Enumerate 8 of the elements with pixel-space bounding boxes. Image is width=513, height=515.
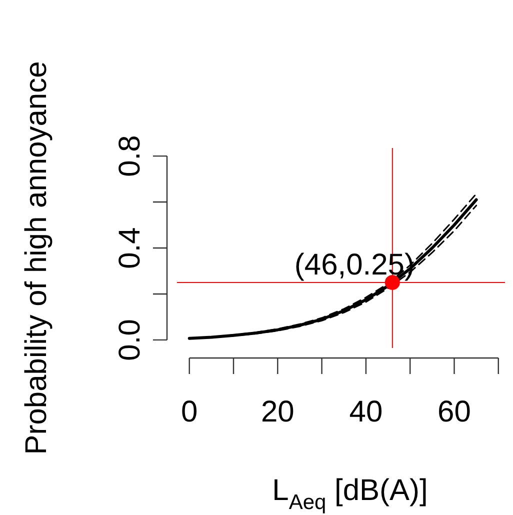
y-axis-title: Probability of high annoyance <box>20 61 53 455</box>
x-tick-label: 0 <box>181 395 198 428</box>
x-tick-label: 40 <box>349 395 383 428</box>
y-tick-label: 0.8 <box>113 135 146 177</box>
x-tick-label: 20 <box>260 395 294 428</box>
y-tick-label: 0.0 <box>113 319 146 361</box>
y-tick-label: 0.4 <box>113 227 146 269</box>
x-tick-label: 60 <box>438 395 471 428</box>
